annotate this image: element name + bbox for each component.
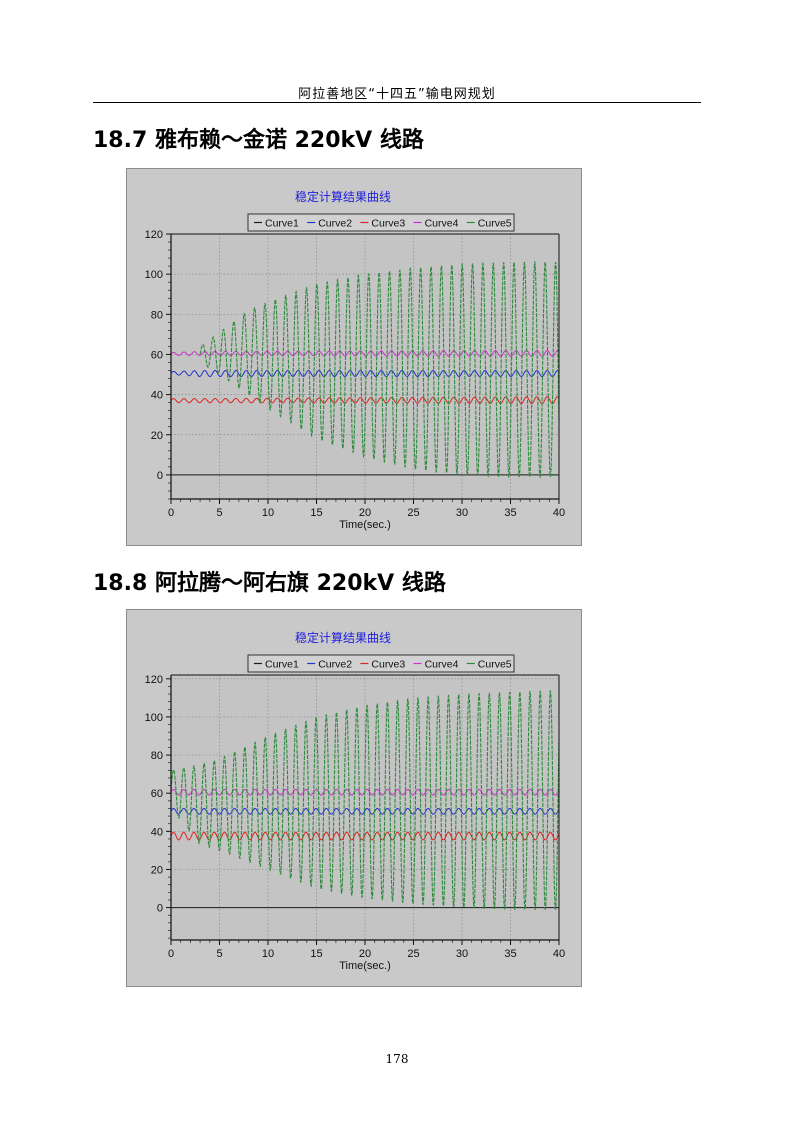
- section-title-text: 阿拉腾～阿右旗 220kV 线路: [154, 571, 446, 596]
- x-tick-label: 30: [456, 507, 468, 519]
- x-tick-label: 10: [262, 507, 274, 519]
- x-tick-label: 5: [216, 948, 222, 960]
- x-tick-label: 40: [553, 948, 565, 960]
- y-tick-label: 60: [151, 349, 163, 361]
- x-tick-label: 40: [553, 507, 565, 519]
- x-tick-label: 30: [456, 948, 468, 960]
- y-tick-label: 100: [145, 712, 163, 724]
- legend-label: Curve4: [425, 218, 459, 230]
- section-number: 18.7: [93, 128, 148, 153]
- chart-title: 稳定计算结果曲线: [295, 189, 391, 204]
- page-number: 178: [385, 1052, 409, 1066]
- legend-label: Curve1: [265, 659, 299, 671]
- y-tick-label: 100: [145, 269, 163, 281]
- legend-label: Curve5: [478, 218, 512, 230]
- x-tick-label: 5: [216, 507, 222, 519]
- chart-title: 稳定计算结果曲线: [295, 630, 391, 645]
- chart-legend: Curve1 Curve2 Curve3 Curve4 Curve5: [247, 213, 515, 232]
- y-tick-label: 20: [151, 430, 163, 442]
- section-number: 18.8: [93, 571, 148, 596]
- series-line-curve5: [199, 260, 560, 479]
- section-heading-18-8: 18.8 阿拉腾～阿右旗 220kV 线路: [93, 565, 446, 597]
- section-title-text: 雅布赖～金诺 220kV 线路: [154, 128, 424, 153]
- x-tick-label: 0: [168, 948, 174, 960]
- x-tick-label: 25: [407, 948, 419, 960]
- x-tick-label: 15: [310, 507, 322, 519]
- x-axis-label: Time(sec.): [339, 960, 391, 972]
- x-tick-label: 25: [407, 507, 419, 519]
- series-line-curve5: [170, 690, 560, 910]
- series-line-curve3: [170, 831, 560, 841]
- x-tick-label: 15: [310, 948, 322, 960]
- series-line-curve2: [170, 807, 560, 815]
- legend-label: Curve2: [318, 659, 352, 671]
- legend-label: Curve3: [371, 659, 405, 671]
- x-tick-label: 35: [504, 948, 516, 960]
- legend-label: Curve3: [371, 218, 405, 230]
- legend-label: Curve4: [425, 659, 459, 671]
- legend-label: Curve2: [318, 218, 352, 230]
- y-tick-label: 0: [157, 903, 163, 915]
- y-tick-label: 60: [151, 788, 163, 800]
- x-tick-label: 35: [504, 507, 516, 519]
- x-tick-label: 20: [359, 507, 371, 519]
- section-heading-18-7: 18.7 雅布赖～金诺 220kV 线路: [93, 122, 424, 154]
- legend-label: Curve1: [265, 218, 299, 230]
- stability-chart-1: 稳定计算结果曲线 Curve1 Curve2 Curve3 Curve4 Curve5 0 5…: [145, 189, 565, 531]
- stability-chart-2: 稳定计算结果曲线 Curve1 Curve2 Curve3 Curve4 Curve5 0 5…: [145, 630, 565, 972]
- y-tick-label: 40: [151, 826, 163, 838]
- y-tick-label: 20: [151, 864, 163, 876]
- running-header: 阿拉善地区“十四五”输电网规划: [298, 87, 496, 102]
- legend-box: [247, 654, 515, 673]
- chart-panel-18-8: 稳定计算结果曲线 Curve1 Curve2 Curve3 Curve4 Curve5 0 5…: [126, 609, 582, 987]
- y-tick-label: 80: [151, 309, 163, 321]
- y-tick-label: 0: [157, 470, 163, 482]
- series-line-curve2: [170, 370, 560, 378]
- y-tick-label: 80: [151, 750, 163, 762]
- x-axis-label: Time(sec.): [339, 519, 391, 531]
- legend-label: Curve5: [478, 659, 512, 671]
- x-tick-label: 20: [359, 948, 371, 960]
- header-rule: [93, 102, 701, 103]
- y-tick-label: 120: [145, 229, 163, 241]
- x-tick-label: 0: [168, 507, 174, 519]
- y-tick-label: 120: [145, 674, 163, 686]
- series-line-curve4: [170, 349, 560, 357]
- y-tick-label: 40: [151, 390, 163, 402]
- chart-legend: Curve1 Curve2 Curve3 Curve4 Curve5: [247, 654, 515, 673]
- chart-panel-18-7: 稳定计算结果曲线 Curve1 Curve2 Curve3 Curve4 Curve5 0 5…: [126, 168, 582, 546]
- x-tick-label: 10: [262, 948, 274, 960]
- legend-box: [247, 213, 515, 232]
